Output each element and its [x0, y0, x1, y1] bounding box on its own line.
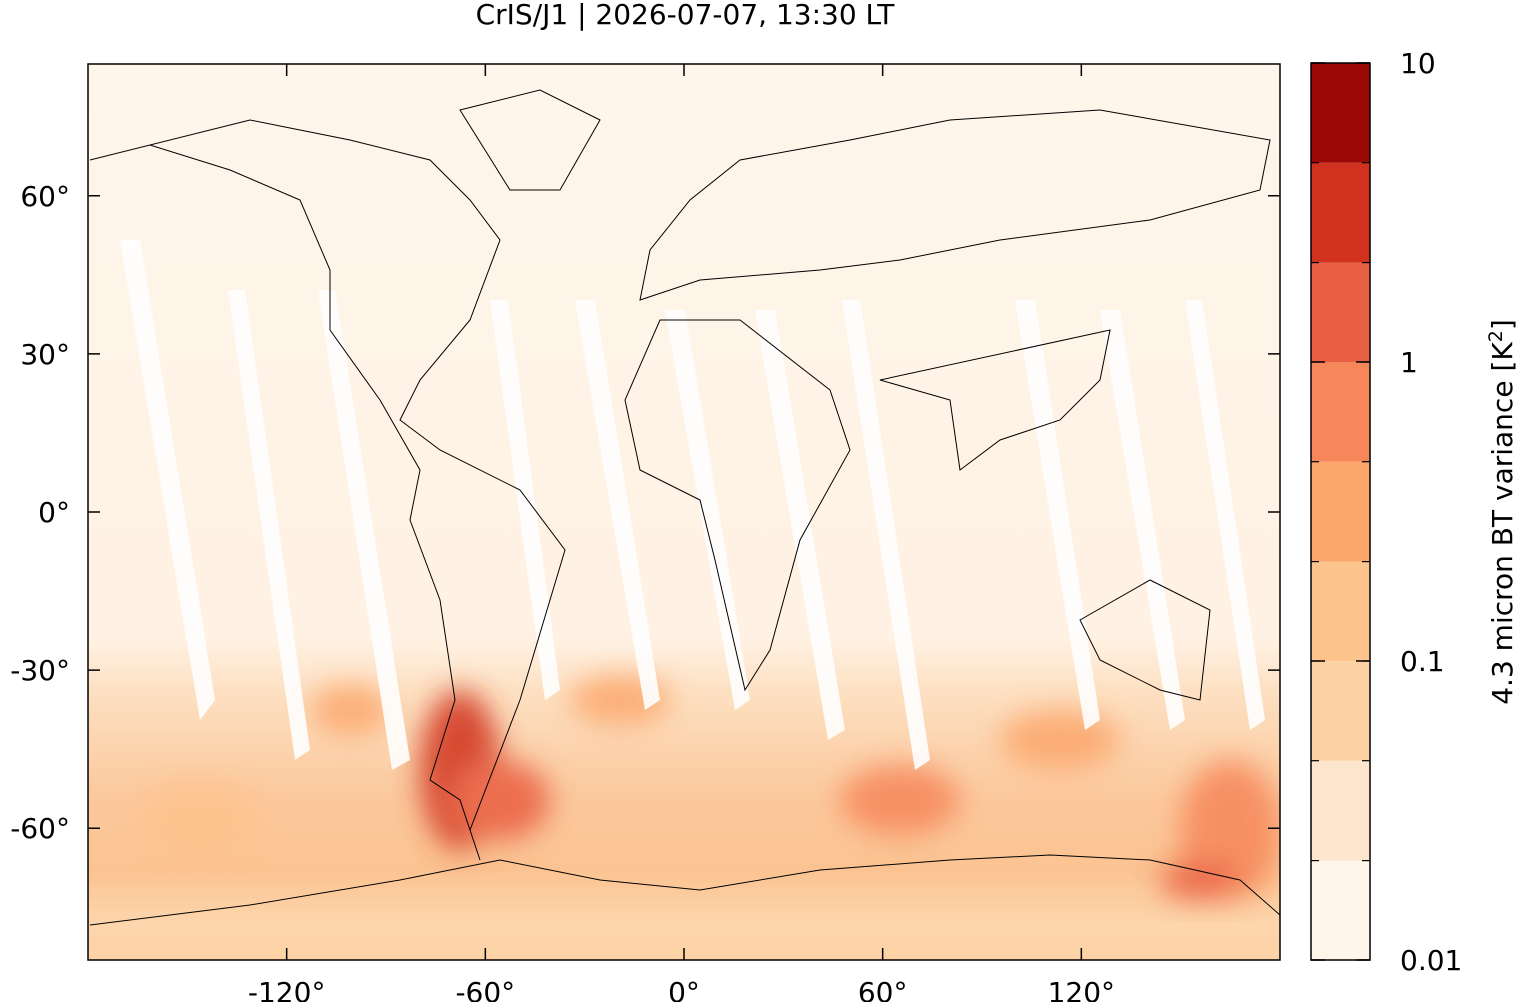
colorbar-tick-label: 1	[1400, 346, 1418, 379]
colorbar-band	[1311, 262, 1370, 362]
axes: -120° -60° 0° 60° 120° 60° 30° 0° -30° -60°	[10, 64, 1280, 1006]
map-field	[88, 64, 1280, 960]
colorbar-tick-label: 0.01	[1400, 944, 1462, 977]
colorbar-band	[1311, 461, 1370, 562]
colorbar-label-sup: 2	[1485, 330, 1507, 342]
y-tick-label: 30°	[20, 338, 70, 371]
swath-gaps	[120, 240, 1265, 770]
x-tick-label: 60°	[858, 976, 908, 1002]
chart-title: CrIS/J1 | 2026-07-07, 13:30 LT	[476, 0, 896, 31]
colorbar-band	[1311, 860, 1370, 960]
x-tick-label: -60°	[455, 976, 515, 1002]
colorbar-label: 4.3 micron BT variance [K2]	[1485, 319, 1519, 705]
y-tick-label: 0°	[38, 496, 70, 529]
colorbar-band	[1311, 162, 1370, 263]
coastlines	[89, 89, 1280, 926]
colorbar-band	[1311, 362, 1370, 462]
colorbar: 0.01 0.1 1 10	[1310, 47, 1462, 977]
colorbar-label-end: ]	[1486, 319, 1519, 330]
y-tick-label: -30°	[10, 654, 70, 687]
x-tick-label: 120°	[1048, 976, 1115, 1002]
colorbar-band	[1311, 63, 1370, 163]
colorbar-band	[1311, 561, 1370, 661]
colorbar-band	[1311, 661, 1370, 761]
field-background	[88, 64, 1280, 960]
y-tick-label: 60°	[20, 180, 70, 213]
x-tick-label: 0°	[668, 976, 700, 1002]
x-tick-label: -120°	[248, 976, 326, 1002]
colorbar-label-text: 4.3 micron BT variance [K	[1486, 342, 1519, 705]
colorbar-frame	[1310, 62, 1371, 961]
y-tick-label: -60°	[10, 812, 70, 845]
colorbar-tick-label: 0.1	[1400, 645, 1445, 678]
colorbar-tick-label: 10	[1400, 47, 1436, 80]
colorbar-band	[1311, 760, 1370, 861]
